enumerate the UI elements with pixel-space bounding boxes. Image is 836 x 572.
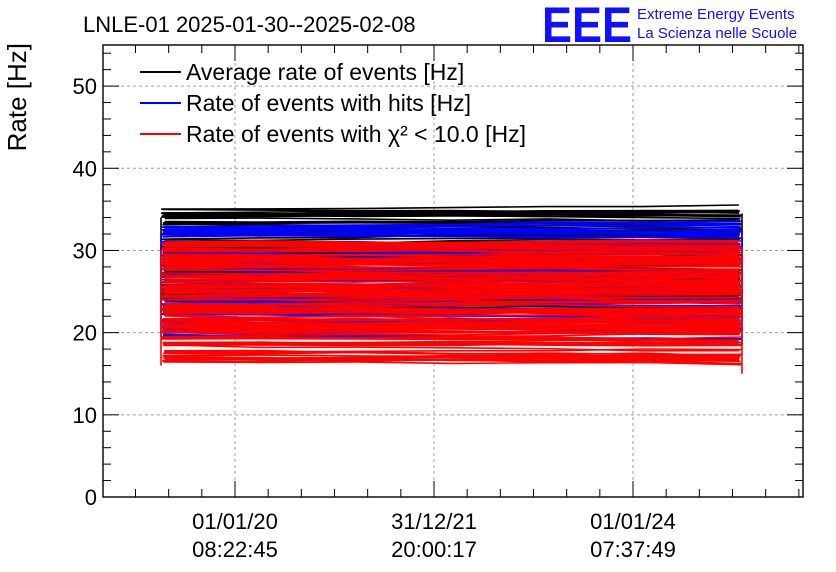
y-tick-label: 50 [73, 74, 97, 99]
series-line [163, 348, 742, 354]
series-line [163, 251, 739, 259]
y-tick-label: 40 [73, 156, 97, 181]
legend-entry: Rate of events with hits [Hz] [186, 90, 471, 116]
series-line [163, 267, 740, 272]
x-tick-label-date: 01/01/24 [590, 509, 676, 534]
legend: Average rate of events [Hz] Rate of event… [140, 59, 526, 147]
series-line [162, 357, 739, 363]
series-line [161, 315, 742, 323]
series-line [163, 361, 742, 366]
series-line [164, 262, 739, 267]
y-axis-label: Rate [Hz] [2, 43, 32, 151]
series-line [163, 256, 740, 260]
x-tick-label-time: 07:37:49 [590, 537, 676, 562]
y-tick-label: 0 [85, 485, 97, 510]
series-line [164, 350, 741, 356]
series-line [164, 230, 740, 236]
series-line [161, 210, 740, 214]
plot-frame [102, 44, 804, 498]
series-line [164, 239, 742, 244]
series-line [164, 284, 740, 289]
series-3 [160, 239, 743, 374]
series-line [162, 322, 740, 328]
y-tick-label: 30 [73, 238, 97, 263]
axes: 0 10 20 30 40 50 01/01/20 08:22:45 31/12/21 20:00… [73, 44, 804, 562]
series-line [164, 344, 740, 352]
x-tick-label-date: 01/01/20 [192, 509, 278, 534]
x-tick-label-date: 31/12/21 [391, 509, 477, 534]
series-line [163, 294, 742, 299]
series-line [162, 259, 739, 262]
series-line [163, 275, 741, 282]
series-line [161, 271, 740, 275]
series-line [161, 262, 740, 271]
series-line [164, 314, 742, 322]
series-line [164, 307, 739, 314]
series-line [162, 354, 742, 360]
x-tick-label-time: 08:22:45 [192, 537, 278, 562]
eee-logo: EEE Extreme Energy Events La Scienza nel… [542, 0, 797, 53]
series-lines [160, 204, 743, 374]
series-line [163, 226, 740, 233]
legend-entry: Average rate of events [Hz] [186, 59, 464, 85]
series-line [162, 234, 741, 239]
y-tick-label: 20 [73, 321, 97, 346]
series-line [164, 342, 739, 346]
series-line [164, 280, 740, 287]
x-tick-label-time: 20:00:17 [391, 537, 477, 562]
series-line [161, 336, 742, 340]
series-line [162, 249, 741, 253]
legend-entry: Rate of events with χ² < 10.0 [Hz] [186, 121, 526, 147]
y-tick-label: 10 [73, 403, 97, 428]
series-line [161, 260, 742, 265]
chart-title: LNLE-01 2025-01-30--2025-02-08 [83, 12, 416, 37]
series-line [163, 311, 741, 316]
series-line [164, 281, 739, 287]
series-line [161, 301, 742, 307]
series-line [164, 309, 739, 316]
series-line [161, 204, 739, 210]
series-line [164, 329, 740, 334]
series-line [164, 224, 741, 229]
series-line [163, 211, 739, 216]
logo-line-1: Extreme Energy Events [637, 6, 795, 23]
series-line [162, 325, 741, 332]
logo-line-2: La Scienza nelle Scuole [637, 25, 797, 42]
series-line [162, 243, 741, 248]
series-line [163, 329, 740, 335]
series-line [164, 288, 742, 298]
eee-logo-mark: EEE [542, 0, 632, 53]
